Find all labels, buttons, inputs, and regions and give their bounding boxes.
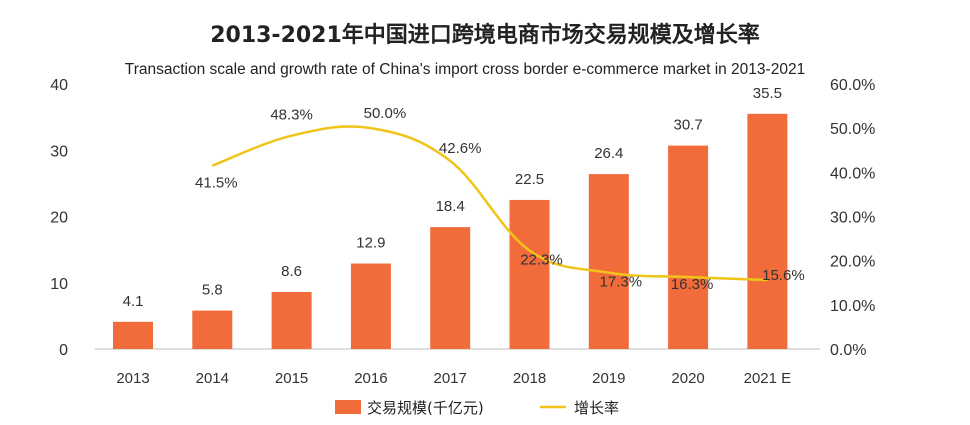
- y-right-tick-label: 60.0%: [830, 77, 875, 94]
- line-value-label: 15.6%: [762, 267, 805, 284]
- y-right-tick-label: 30.0%: [830, 210, 875, 227]
- y-left-tick-label: 30: [50, 143, 68, 160]
- bar-value-label: 22.5: [515, 171, 544, 188]
- bar-value-label: 30.7: [673, 117, 702, 134]
- bar-value-label: 26.4: [594, 145, 623, 162]
- x-tick-label: 2018: [513, 370, 546, 387]
- x-tick-label: 2019: [592, 370, 625, 387]
- legend: 交易规模(千亿元) 增长率: [335, 399, 619, 417]
- bar: [509, 199, 550, 349]
- bar-value-label: 8.6: [281, 263, 302, 280]
- y-right-tick-label: 0.0%: [830, 342, 866, 359]
- x-tick-label: 2020: [671, 370, 704, 387]
- legend-line-label: 增长率: [574, 399, 619, 417]
- y-left-tick-label: 20: [50, 210, 68, 227]
- line-value-label: 50.0%: [364, 105, 407, 122]
- chart-title: 2013-2021年中国进口跨境电商市场交易规模及增长率: [210, 22, 760, 48]
- y-right-tick-label: 50.0%: [830, 121, 875, 138]
- line-value-label: 17.3%: [600, 274, 643, 291]
- x-tick-label: 2014: [196, 370, 229, 387]
- x-tick-label: 2017: [434, 370, 467, 387]
- y-right-tick-label: 10.0%: [830, 298, 875, 315]
- bar: [113, 321, 153, 349]
- x-tick-label: 2016: [354, 370, 387, 387]
- bar: [271, 292, 312, 349]
- line-value-label: 48.3%: [270, 107, 313, 124]
- bar-value-label: 35.5: [753, 85, 782, 102]
- bar-value-label: 4.1: [123, 293, 144, 310]
- y-left-tick-label: 10: [50, 276, 68, 293]
- line-data-labels: 41.5% 48.3% 50.0% 42.6% 22.3% 17.3% 16.3% 15.6%: [195, 105, 805, 293]
- line-series: [211, 125, 768, 282]
- bar-series: [113, 113, 788, 349]
- x-tick-label: 2013: [116, 370, 149, 387]
- bar: [747, 113, 788, 349]
- bar-value-label: 5.8: [202, 282, 223, 299]
- y-right-tick-label: 20.0%: [830, 254, 875, 271]
- bar: [192, 310, 233, 349]
- y-right-tick-label: 40.0%: [830, 165, 875, 182]
- bar: [430, 227, 471, 349]
- chart-subtitle: Transaction scale and growth rate of Chi…: [125, 61, 805, 78]
- y-left-tick-label: 0: [59, 342, 68, 359]
- axes: 0 10 20 30 40 0.0% 10.0% 20.0% 30.0% 40.0% 50.0% 60…: [50, 77, 875, 387]
- y-left-tick-label: 40: [50, 77, 68, 94]
- bar: [588, 174, 629, 349]
- bar-value-label: 12.9: [356, 235, 385, 252]
- line-value-label: 16.3%: [671, 276, 714, 293]
- line-value-label: 22.3%: [520, 252, 563, 269]
- legend-bar-label: 交易规模(千亿元): [367, 399, 484, 417]
- x-tick-label: 2015: [275, 370, 308, 387]
- bar: [350, 263, 391, 349]
- bar-data-labels: 4.1 5.8 8.6 12.9 18.4 22.5 26.4 30.7 35.5: [123, 85, 782, 310]
- legend-bar-swatch: [335, 400, 361, 414]
- line-value-label: 42.6%: [439, 140, 482, 157]
- bar: [668, 145, 709, 349]
- bar-value-label: 18.4: [436, 198, 465, 215]
- line-value-label: 41.5%: [195, 175, 238, 192]
- growth-rate-line: [211, 125, 768, 282]
- x-tick-label: 2021 E: [744, 370, 792, 387]
